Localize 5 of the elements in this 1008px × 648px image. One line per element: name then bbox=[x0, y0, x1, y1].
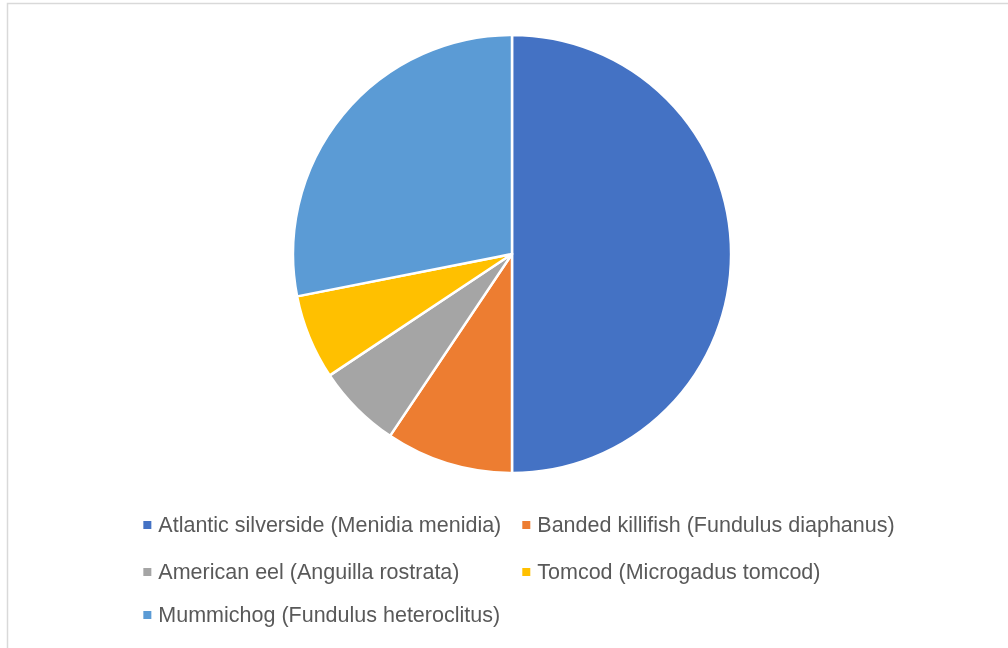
legend-label: American eel (Anguilla rostrata) bbox=[158, 560, 460, 584]
legend-label: Mummichog (Fundulus heteroclitus) bbox=[158, 603, 501, 627]
legend-label: Banded killifish (Fundulus diaphanus) bbox=[537, 513, 895, 537]
legend-label: Tomcod (Microgadus tomcod) bbox=[537, 560, 821, 584]
legend-label: Atlantic silverside (Menidia menidia) bbox=[158, 513, 502, 537]
